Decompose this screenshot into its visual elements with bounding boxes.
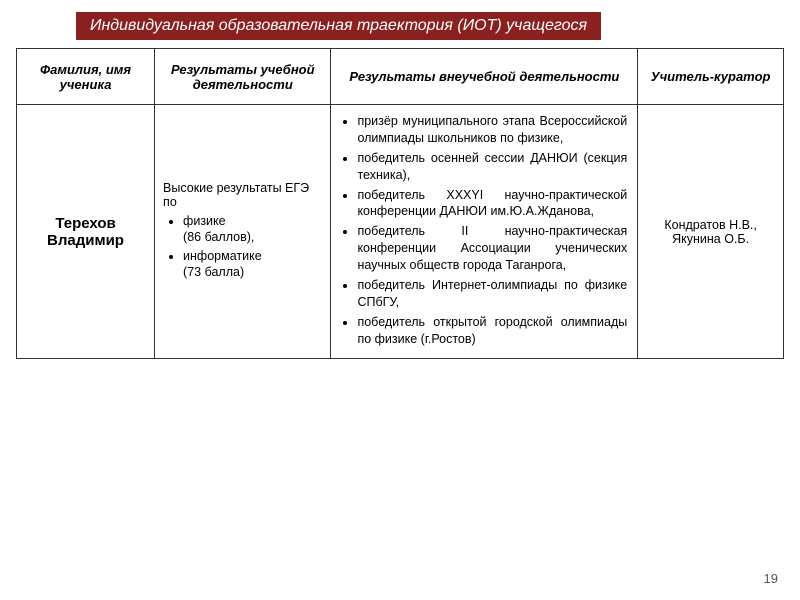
iot-table: Фамилия, имя ученика Результаты учебной … (16, 48, 784, 359)
extra-item: победитель открытой городской олимпиады … (357, 314, 627, 348)
curator-cell: Кондратов Н.В., Якунина О.Б. (638, 105, 784, 359)
extracurricular-cell: призёр муниципального этапа Всероссийско… (331, 105, 638, 359)
extra-item: победитель осенней сессии ДАНЮИ (секция … (357, 150, 627, 184)
academic-list: физике (86 баллов), информатике (73 балл… (163, 213, 322, 280)
extracurricular-list: призёр муниципального этапа Всероссийско… (339, 113, 627, 347)
academic-item: физике (86 баллов), (183, 213, 322, 246)
student-firstname: Владимир (25, 232, 146, 249)
extra-item: победитель II научно-практическая конфер… (357, 223, 627, 274)
academic-subject: физике (183, 214, 226, 228)
student-surname: Терехов (25, 215, 146, 232)
extra-item: победитель ХХХYI научно-практической кон… (357, 187, 627, 221)
academic-item: информатике (73 балла) (183, 248, 322, 281)
col-header-curator: Учитель-куратор (638, 49, 784, 105)
extra-item: победитель Интернет-олимпиады по физике … (357, 277, 627, 311)
academic-score: (86 баллов), (183, 230, 254, 244)
academic-intro: Высокие результаты ЕГЭ по (163, 181, 322, 209)
academic-subject: информатике (183, 249, 262, 263)
extra-item: призёр муниципального этапа Всероссийско… (357, 113, 627, 147)
page-number: 19 (764, 571, 778, 586)
page-title: Индивидуальная образовательная траектори… (76, 12, 601, 40)
curator-name: Кондратов Н.В., (646, 218, 775, 232)
student-name-cell: Терехов Владимир (17, 105, 155, 359)
col-header-extracurricular: Результаты внеучебной деятельности (331, 49, 638, 105)
academic-cell: Высокие результаты ЕГЭ по физике (86 бал… (155, 105, 331, 359)
academic-score: (73 балла) (183, 265, 244, 279)
col-header-student: Фамилия, имя ученика (17, 49, 155, 105)
col-header-academic: Результаты учебной деятельности (155, 49, 331, 105)
table-row: Терехов Владимир Высокие результаты ЕГЭ … (17, 105, 784, 359)
curator-name: Якунина О.Б. (646, 232, 775, 246)
table-header-row: Фамилия, имя ученика Результаты учебной … (17, 49, 784, 105)
